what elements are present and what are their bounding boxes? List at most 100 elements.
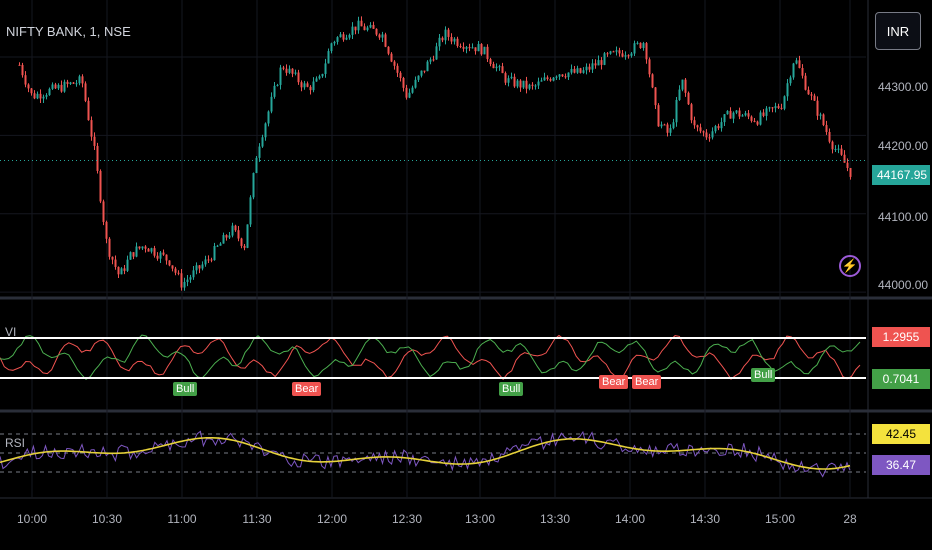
candle-body [708, 137, 711, 139]
time-tick-label: 15:00 [764, 512, 796, 526]
candle-body [777, 106, 780, 108]
candle-body [81, 76, 84, 84]
candle-body [831, 141, 834, 150]
candle-body [696, 125, 699, 128]
candle-body [375, 28, 378, 35]
candle-body [762, 112, 765, 116]
candle-body [357, 20, 360, 31]
currency-button[interactable]: INR [875, 12, 921, 50]
candle-body [540, 80, 543, 82]
candle-body [204, 259, 207, 265]
candle-body [621, 53, 624, 57]
candle-body [657, 105, 660, 127]
candle-body [216, 245, 219, 247]
candle-body [726, 110, 729, 115]
candle-body [183, 281, 186, 288]
candle-body [729, 110, 732, 119]
candle-body [495, 66, 498, 69]
candle-body [69, 82, 72, 84]
candle-body [345, 37, 348, 40]
candle-body [30, 88, 33, 94]
candle-body [114, 259, 117, 267]
candle-body [645, 43, 648, 60]
candle-body [105, 221, 108, 239]
candle-body [825, 125, 828, 132]
candle-body [201, 264, 204, 269]
signal-label-bull: Bull [499, 382, 524, 396]
candle-body [180, 273, 183, 288]
candle-body [420, 70, 423, 76]
candle-body [240, 238, 243, 246]
candle-body [765, 108, 768, 116]
candle-body [597, 60, 600, 66]
candle-body [321, 73, 324, 77]
candle-body [651, 74, 654, 88]
candle-body [336, 37, 339, 42]
candle-body [300, 82, 303, 88]
candle-body [24, 75, 27, 85]
candle-body [363, 26, 366, 31]
candle-body [840, 148, 843, 155]
candle-body [279, 67, 282, 85]
candle-body [315, 78, 318, 82]
candle-body [249, 197, 252, 225]
candle-body [846, 162, 849, 168]
candle-body [552, 77, 555, 81]
candle-body [609, 51, 612, 54]
time-tick-label: 12:00 [316, 512, 348, 526]
candle-body [129, 252, 132, 260]
candle-body [630, 53, 633, 56]
candle-body [96, 145, 99, 171]
time-tick-label: 13:00 [464, 512, 496, 526]
candle-body [471, 47, 474, 49]
candle-body [753, 120, 756, 122]
candle-body [447, 29, 450, 37]
candle-body [678, 89, 681, 100]
candle-body [111, 256, 114, 260]
candle-body [33, 93, 36, 99]
candle-body [273, 85, 276, 97]
candle-body [168, 260, 171, 266]
candle-body [837, 148, 840, 150]
candle-body [243, 245, 246, 248]
candle-body [423, 70, 426, 72]
vi-minus-line [0, 334, 861, 381]
candle-body [438, 37, 441, 47]
candle-body [819, 114, 822, 116]
candle-body [120, 268, 123, 275]
time-tick-label: 10:30 [91, 512, 123, 526]
last-price-badge: 44167.95 [872, 165, 930, 185]
candle-body [507, 78, 510, 83]
candle-body [534, 85, 537, 87]
time-tick-label: 11:30 [242, 512, 272, 526]
candle-body [468, 47, 471, 49]
vi-plus-line [0, 334, 861, 381]
candle-body [381, 34, 384, 38]
candle-body [498, 66, 501, 68]
candle-body [636, 42, 639, 44]
candle-body [255, 157, 258, 174]
candle-body [48, 88, 51, 96]
candle-body [687, 92, 690, 105]
candle-body [213, 246, 216, 261]
candle-body [453, 38, 456, 42]
candle-body [717, 126, 720, 129]
candle-body [456, 38, 459, 46]
signal-label-bull: Bull [751, 368, 776, 382]
candle-body [354, 26, 357, 31]
vi-lower-badge: 0.7041 [872, 369, 930, 389]
candle-body [267, 111, 270, 124]
candle-body [567, 72, 570, 78]
candle-body [543, 77, 546, 81]
candle-body [426, 61, 429, 72]
candle-body [525, 80, 528, 89]
candle-body [462, 46, 465, 49]
candle-body [54, 84, 57, 89]
candle-body [693, 120, 696, 126]
lightning-icon[interactable]: ⚡ [839, 255, 861, 277]
candle-body [600, 60, 603, 65]
rsi-pane-label: RSI [5, 436, 26, 450]
candle-body [579, 68, 582, 73]
candle-body [594, 63, 597, 66]
